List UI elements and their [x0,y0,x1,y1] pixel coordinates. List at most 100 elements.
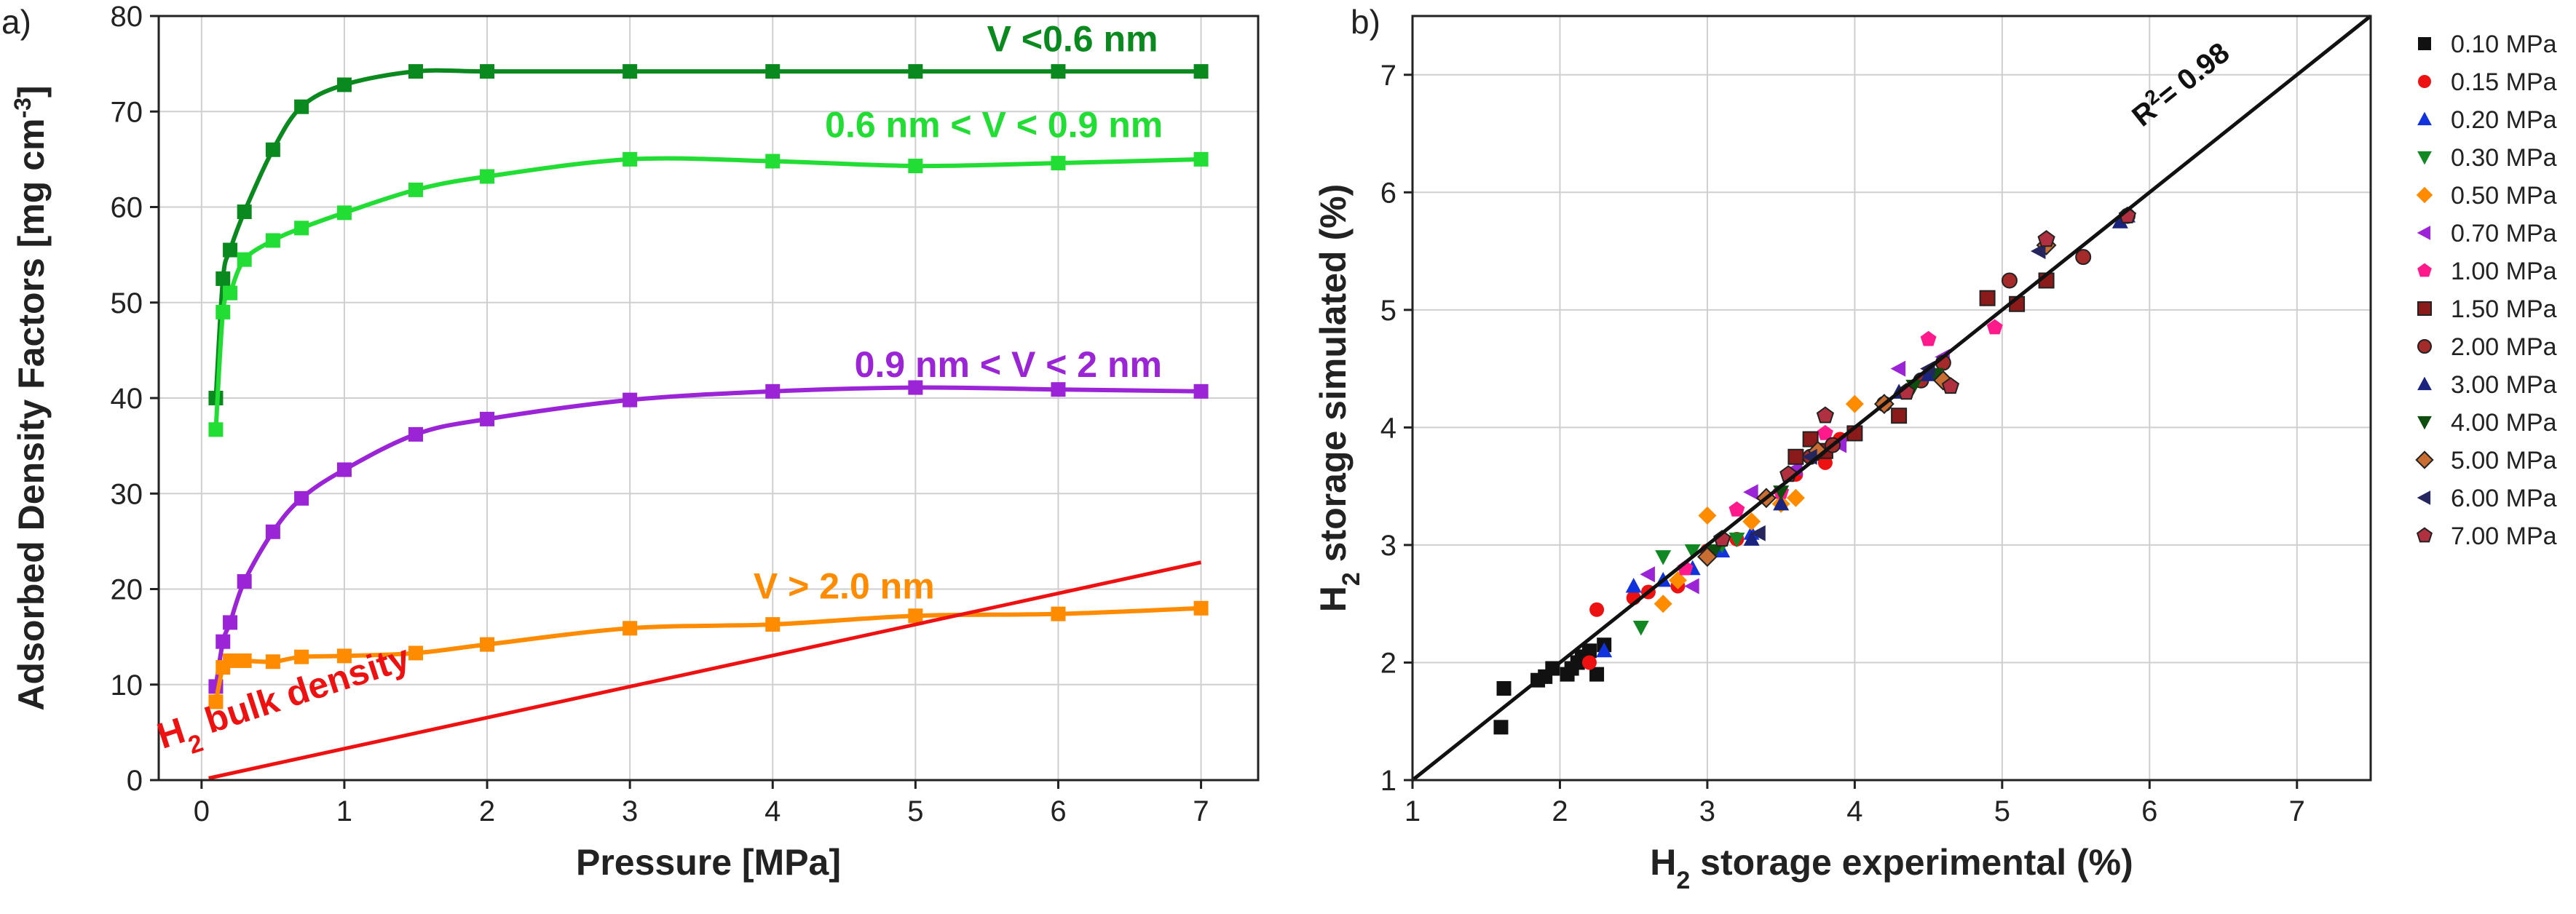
data-point [480,64,495,79]
legend-label: 4.00 MPa [2451,409,2557,437]
data-point [765,384,781,399]
data-point [223,653,238,668]
series-line [213,385,1201,687]
y-tick-label: 50 [111,287,143,319]
legend-marker [2417,226,2431,240]
legend-label: 0.10 MPa [2451,31,2557,58]
y-tick-label: 4 [1380,412,1396,444]
data-point [1581,655,1597,670]
data-point [1743,530,1760,546]
x-tick-label: 0 [194,795,210,827]
legend-item: 0.20 MPa [2417,106,2557,134]
data-point [1816,406,1835,424]
data-point [1193,64,1209,79]
data-point [294,490,309,506]
data-point [2001,272,2018,289]
legend-item: 0.15 MPa [2418,68,2557,96]
data-point [1845,394,1864,413]
data-point [408,645,423,661]
legend-label: 3.00 MPa [2451,371,2557,399]
y-tick-label: 80 [111,1,143,33]
data-point [908,64,923,79]
data-point [1655,550,1672,565]
data-point [265,233,280,248]
data-point [908,159,923,174]
series-line [208,560,1202,780]
legend-marker [2416,186,2433,204]
data-point [223,615,238,630]
panel-b-fit-line [1411,15,2372,782]
legend-label: 0.50 MPa [2451,182,2557,210]
data-point [1920,330,1937,346]
legend-label: 1.50 MPa [2451,295,2557,323]
data-point [294,649,309,664]
panel-b-grid [1412,16,2371,781]
data-point [208,694,224,710]
data-point [265,654,280,669]
y-tick-label: 30 [111,478,143,510]
y-tick-label: 3 [1380,530,1396,562]
data-point [1589,602,1605,617]
x-tick-label: 3 [622,795,638,827]
data-point [1684,578,1699,595]
data-point [2030,243,2046,260]
series-4 [208,560,1202,780]
x-tick-label: 4 [1846,795,1862,827]
data-point [1193,151,1209,167]
data-point [408,426,423,442]
data-point [1581,643,1597,659]
series-label: H2 bulk density [152,637,418,768]
x-tick-label: 5 [907,795,923,827]
data-point [2037,230,2055,247]
legend-marker [2417,376,2432,391]
x-tick-label: 4 [764,795,781,827]
legend-item: 6.00 MPa [2417,485,2557,512]
legend-item: 0.10 MPa [2418,31,2557,58]
scatter-series-13 [1713,206,2137,547]
data-point [208,422,224,437]
data-point [2075,249,2092,266]
data-point [1051,382,1066,397]
data-point [237,574,252,589]
legend-marker [2417,263,2432,277]
legend-item: 0.70 MPa [2417,220,2557,247]
legend-marker [2417,111,2432,126]
legend-marker [2416,527,2433,543]
data-point [265,524,280,539]
data-point [1941,377,1960,394]
data-point [216,271,231,286]
data-point [1654,595,1672,613]
x-tick-label: 2 [479,795,495,827]
legend-marker [2417,490,2431,505]
series-label: 0.9 nm < V < 2 nm [855,344,1162,385]
data-point [765,617,781,632]
data-point [294,220,309,236]
data-point [480,637,495,652]
y-tick-label: 7 [1380,60,1396,92]
data-point [1051,156,1066,171]
data-point [480,411,495,426]
legend-item: 2.00 MPa [2417,333,2557,361]
legend-marker [2418,75,2431,88]
y-tick-label: 70 [111,96,143,128]
series-label: V <0.6 nm [987,19,1158,60]
panel-b-r2-label: R2= 0.98 [2124,33,2235,133]
series-label: 0.6 nm < V < 0.9 nm [825,105,1163,146]
data-point [1728,501,1745,517]
data-point [1625,577,1642,593]
legend-marker [2417,151,2432,165]
y-tick-label: 2 [1380,647,1396,679]
panel-b-points [1493,206,2137,735]
x-tick-label: 7 [2289,795,2305,827]
data-point [623,621,638,636]
legend-marker [2418,37,2431,50]
data-point [1786,488,1805,507]
panel-b: b) 1 2 3 4 5 6 7 1 2 3 4 5 6 7 R2= 0.98 H2 storage ex… [1313,3,2557,894]
panel-a-letter: a) [1,3,31,41]
legend-label: 7.00 MPa [2451,522,2557,550]
data-point [1668,571,1687,589]
data-point [1742,512,1761,531]
data-point [1728,532,1745,548]
data-point [1986,319,2003,335]
